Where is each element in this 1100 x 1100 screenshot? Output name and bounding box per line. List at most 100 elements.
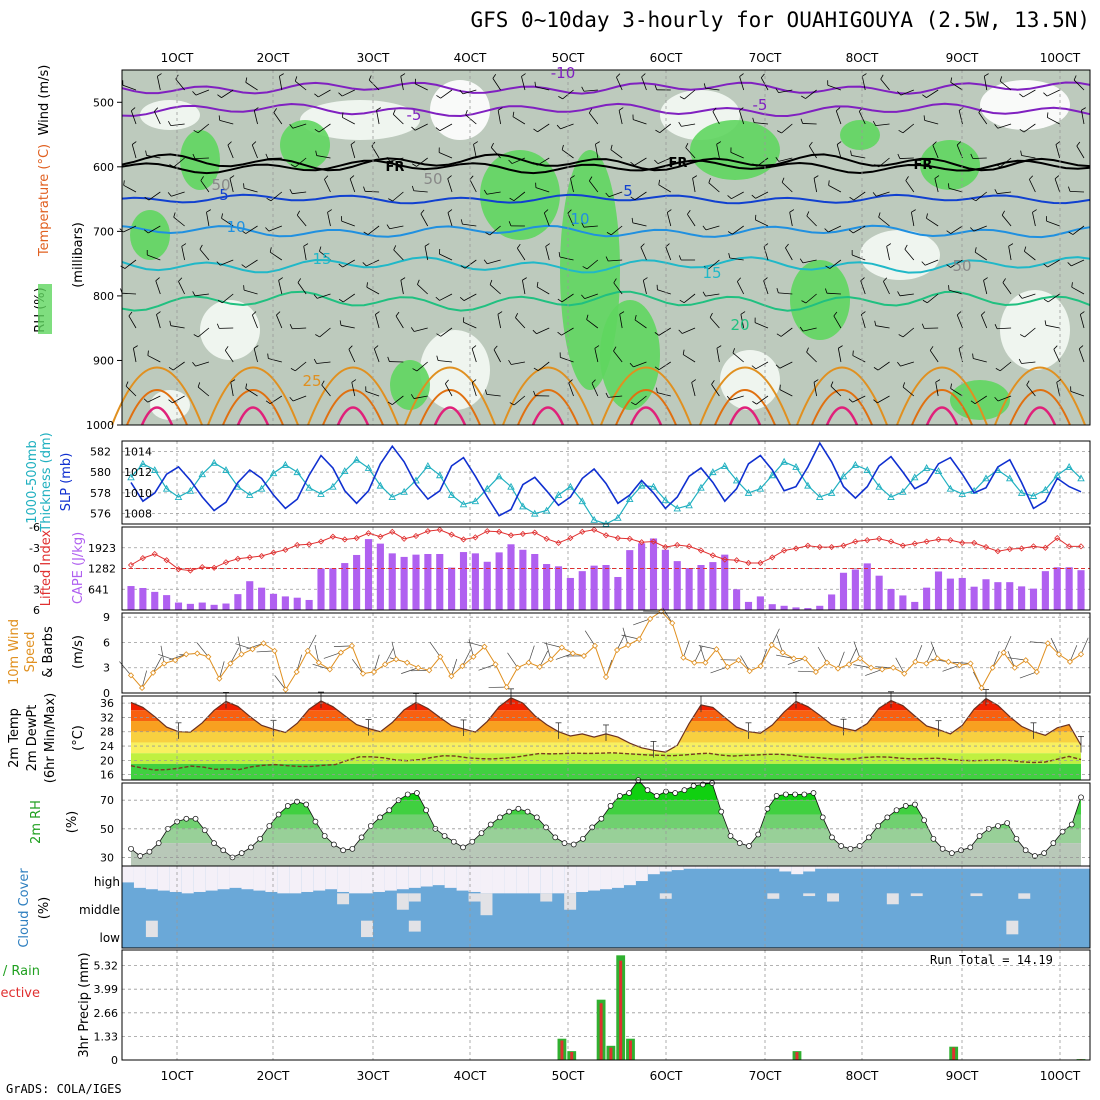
rh-contour-patch <box>200 300 260 360</box>
thickness-point <box>1017 488 1026 496</box>
wind-barb-flag <box>861 311 866 315</box>
wind-speed-point <box>812 668 819 676</box>
rh-point <box>367 823 374 829</box>
wind-speed-point <box>724 663 731 670</box>
wind-barb-flag <box>558 251 561 258</box>
cape-bar <box>649 538 658 610</box>
precip-tick: 5.32 <box>94 960 119 973</box>
wind-barb-flag <box>521 73 526 77</box>
chart-title: GFS 0~10day 3-hourly for OUAHIGOUYA (2.5… <box>470 8 1090 32</box>
wind-barb-flag <box>471 345 477 349</box>
wind-barb-flag <box>932 141 937 146</box>
wind-barb-flag <box>410 327 415 332</box>
wind-speed-point <box>890 664 897 671</box>
wind-barb <box>740 655 750 672</box>
cape-bar <box>258 587 266 610</box>
cloud-high-bar <box>600 866 612 890</box>
wind-barb <box>926 293 939 304</box>
temp-30-contour <box>811 389 873 426</box>
cape-bar <box>151 591 159 610</box>
x-tick-bottom: 10OCT <box>1040 1069 1081 1083</box>
wind-barb-flag <box>473 141 478 145</box>
rh-point <box>478 830 485 836</box>
thickness-point <box>1065 462 1073 470</box>
cloud-high-bar <box>791 866 804 875</box>
wind-barb <box>805 89 817 99</box>
cloud-middle-bar <box>1018 893 1031 899</box>
rh-point <box>755 831 762 838</box>
lifted-tick: 6 <box>33 604 40 617</box>
wind-barb <box>195 89 210 96</box>
wind-barb <box>536 286 550 295</box>
precip-tick: 3.99 <box>94 983 119 996</box>
temp-30-contour <box>419 389 481 426</box>
cape-bar <box>614 576 622 610</box>
wind-barb <box>492 78 501 91</box>
wind-barb-flag <box>641 73 646 78</box>
wind-barb-flag <box>534 81 537 87</box>
wind-barb-flag <box>265 227 270 232</box>
temp-35-contour <box>236 406 270 426</box>
cloud-high-bar <box>862 866 875 869</box>
cloud-high-bar <box>910 866 923 869</box>
wind-barb <box>243 289 258 295</box>
rh-legend-swatch <box>38 284 52 334</box>
temp-25-contour <box>207 366 299 426</box>
contour-label: 25 <box>302 372 321 390</box>
wind-barb <box>245 259 258 268</box>
wind-barb-flag <box>727 195 732 199</box>
wind-barb-flag <box>314 128 320 133</box>
wind-barb-flag <box>775 88 779 93</box>
thickness-point <box>471 497 480 505</box>
wind-barb-flag <box>1023 246 1027 252</box>
thickness-panel-frame <box>121 440 1091 525</box>
wind-barb <box>155 280 161 295</box>
wind-barb-flag <box>1081 107 1086 111</box>
rh-point <box>303 801 310 808</box>
wind-barb <box>194 293 209 297</box>
rh-point <box>884 814 891 821</box>
wind-barb <box>817 646 828 663</box>
wind-barb <box>197 327 210 338</box>
thickness-point <box>352 455 361 463</box>
wind-barb-flag <box>558 96 563 100</box>
wind-barb <box>544 642 562 648</box>
wind-barb <box>950 388 963 397</box>
wind-barb-flag <box>630 161 635 166</box>
lifted-index-point <box>923 538 930 545</box>
wind-barb-flag <box>374 345 379 350</box>
thickness-point <box>649 482 658 490</box>
wind-barb <box>389 225 404 230</box>
rh-point <box>847 845 854 852</box>
temp-25-contour <box>111 366 203 426</box>
lifted-index-point <box>211 564 218 571</box>
rh-contour-patch <box>920 140 980 190</box>
wind-barb-flag <box>703 83 706 89</box>
wind-barb <box>997 327 1012 330</box>
wind-barb-flag <box>813 379 819 383</box>
wind-speed-point <box>282 686 289 693</box>
contour-label: 50 <box>423 170 442 188</box>
wind-barb <box>521 76 526 91</box>
thickness-axis-label-1: 1000-500mb <box>25 440 40 524</box>
x-tick-bottom: 4OCT <box>454 1069 487 1083</box>
lifted-index-point <box>876 535 883 542</box>
wind-barb <box>755 191 769 199</box>
wind-barb <box>146 155 161 159</box>
wind-barb <box>178 281 185 295</box>
cloud-high-bar <box>994 866 1007 869</box>
cape-bar <box>459 552 468 610</box>
rh-point <box>414 790 420 796</box>
wind-barb <box>861 76 866 91</box>
temperature-contour <box>121 159 1091 175</box>
wind-barb-flag <box>712 107 717 112</box>
wind-barb <box>545 641 552 660</box>
cape-bar <box>281 596 289 610</box>
wind-barb-flag <box>400 277 406 281</box>
wind-barb-flag <box>974 247 977 253</box>
cloud-high-bar <box>874 866 887 869</box>
wind-barb-flag <box>898 129 904 134</box>
wind-barb <box>683 293 696 304</box>
wind-barb <box>716 348 720 363</box>
wind-barb <box>413 395 428 399</box>
